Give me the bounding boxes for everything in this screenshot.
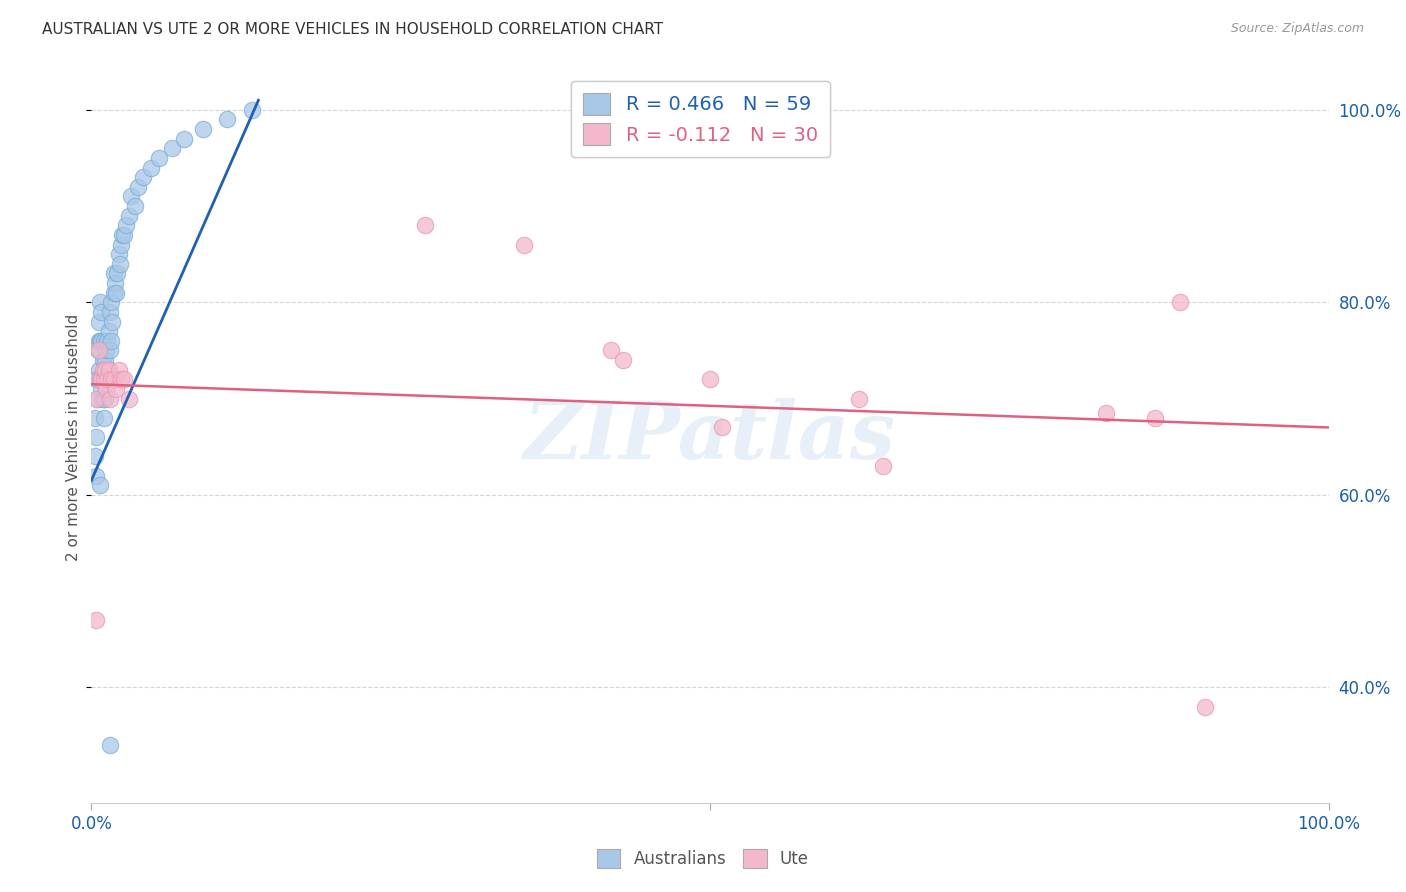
Point <box>96 343 118 358</box>
Point <box>1144 410 1167 425</box>
Point <box>89 372 111 386</box>
Point <box>148 151 170 165</box>
Point <box>96 372 118 386</box>
Point <box>98 305 121 319</box>
Point <box>90 334 112 348</box>
Point <box>103 267 125 281</box>
Point <box>91 392 114 406</box>
Point <box>98 343 121 358</box>
Point <box>124 199 146 213</box>
Point <box>87 315 110 329</box>
Point <box>89 334 111 348</box>
Point <box>86 372 108 386</box>
Text: Source: ZipAtlas.com: Source: ZipAtlas.com <box>1230 22 1364 36</box>
Point <box>100 295 122 310</box>
Point <box>90 372 112 386</box>
Point <box>139 161 162 175</box>
Point <box>93 372 115 386</box>
Point <box>105 267 128 281</box>
Point <box>612 353 634 368</box>
Point <box>173 132 195 146</box>
Point <box>103 285 125 300</box>
Point <box>191 122 214 136</box>
Point <box>86 468 108 483</box>
Point <box>96 334 118 348</box>
Point <box>91 362 114 376</box>
Point <box>111 227 134 242</box>
Point <box>90 305 112 319</box>
Point <box>89 478 111 492</box>
Point <box>104 276 127 290</box>
Point <box>97 324 120 338</box>
Legend: R = 0.466   N = 59, R = -0.112   N = 30: R = 0.466 N = 59, R = -0.112 N = 30 <box>571 81 830 157</box>
Point <box>86 343 108 358</box>
Point <box>127 179 149 194</box>
Point <box>1194 699 1216 714</box>
Point <box>117 392 139 406</box>
Point <box>108 257 131 271</box>
Point <box>90 382 112 396</box>
Point <box>101 315 124 329</box>
Point <box>110 237 132 252</box>
Point <box>120 189 142 203</box>
Point <box>86 430 108 444</box>
Point <box>110 372 132 386</box>
Point <box>100 372 122 386</box>
Y-axis label: 2 or more Vehicles in Household: 2 or more Vehicles in Household <box>66 313 80 561</box>
Point <box>97 362 120 376</box>
Point <box>115 219 138 233</box>
Point <box>86 392 108 406</box>
Point <box>600 343 623 358</box>
Point <box>89 295 111 310</box>
Point <box>86 613 108 627</box>
Point <box>94 362 117 376</box>
Point <box>94 353 117 368</box>
Point <box>112 227 135 242</box>
Point <box>1095 406 1118 420</box>
Point <box>103 372 125 386</box>
Point <box>87 334 110 348</box>
Point <box>699 372 721 386</box>
Point <box>107 247 129 261</box>
Point <box>711 420 734 434</box>
Point <box>872 458 894 473</box>
Point <box>848 392 870 406</box>
Point <box>107 362 129 376</box>
Point <box>160 141 183 155</box>
Point <box>98 738 121 752</box>
Point <box>93 334 115 348</box>
Text: ZIPatlas: ZIPatlas <box>524 399 896 475</box>
Point <box>84 410 107 425</box>
Point <box>1168 295 1191 310</box>
Point <box>217 112 239 127</box>
Point <box>415 219 437 233</box>
Point <box>87 343 110 358</box>
Point <box>132 170 155 185</box>
Point <box>112 372 135 386</box>
Point <box>96 382 118 396</box>
Point <box>513 237 536 252</box>
Point <box>94 392 117 406</box>
Point <box>93 372 115 386</box>
Point <box>93 410 115 425</box>
Legend: Australians, Ute: Australians, Ute <box>591 842 815 875</box>
Point <box>100 334 122 348</box>
Point <box>86 392 108 406</box>
Point <box>87 362 110 376</box>
Point <box>96 382 118 396</box>
Point <box>105 285 128 300</box>
Text: AUSTRALIAN VS UTE 2 OR MORE VEHICLES IN HOUSEHOLD CORRELATION CHART: AUSTRALIAN VS UTE 2 OR MORE VEHICLES IN … <box>42 22 664 37</box>
Point <box>98 392 121 406</box>
Point <box>105 382 128 396</box>
Point <box>96 372 118 386</box>
Point <box>117 209 139 223</box>
Point <box>240 103 263 117</box>
Point <box>89 372 111 386</box>
Point <box>91 353 114 368</box>
Point <box>97 362 120 376</box>
Point <box>84 450 107 464</box>
